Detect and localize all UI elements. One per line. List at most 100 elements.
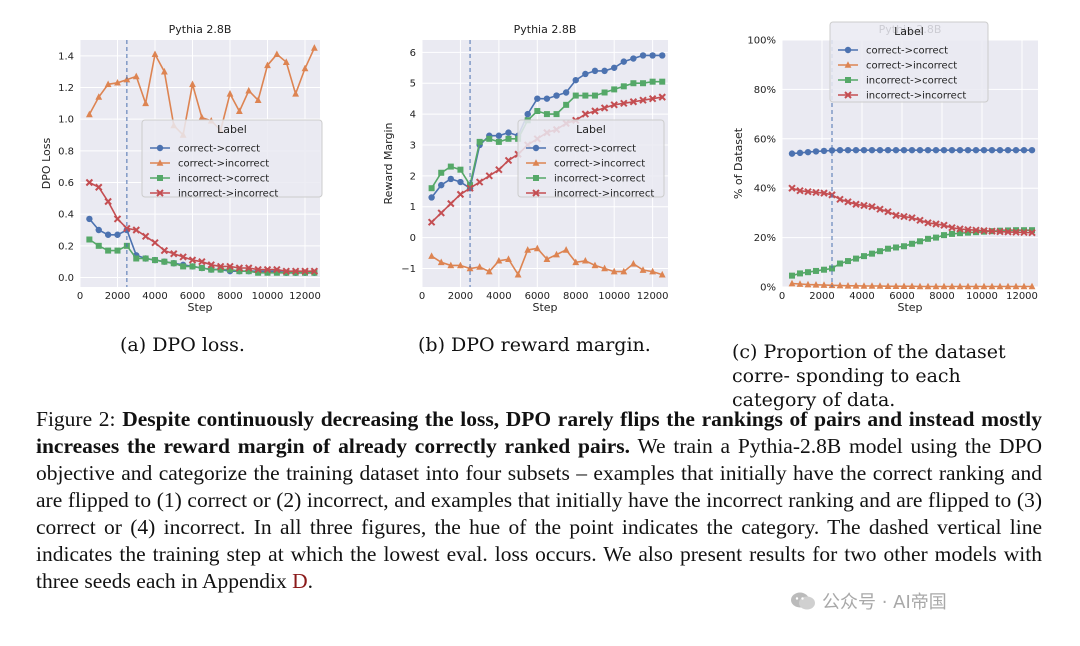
data-point-cc — [543, 95, 551, 102]
data-point-ci — [543, 255, 551, 263]
data-point-ii — [788, 184, 796, 192]
data-point-ic — [114, 247, 121, 254]
series-markers-ic — [86, 236, 318, 276]
data-point-ic — [142, 255, 149, 262]
data-point-ic — [1021, 227, 1027, 234]
data-point-ci — [301, 64, 309, 72]
data-point-cc — [924, 146, 932, 154]
data-point-ic — [601, 89, 608, 96]
x-axis-label: Step — [532, 301, 557, 314]
data-point-ci — [932, 282, 940, 290]
x-tick-label: 4000 — [849, 291, 874, 302]
series-markers-cc — [428, 52, 666, 201]
data-point-ii — [123, 224, 131, 233]
appendix-link[interactable]: D — [292, 569, 308, 593]
x-tick-label: 2000 — [448, 291, 473, 302]
data-point-ic — [476, 138, 483, 145]
data-point-ii — [1004, 228, 1012, 236]
legend-marker-ic — [533, 175, 539, 181]
y-axis-label: DPO Loss — [40, 138, 53, 190]
data-point-ic — [86, 236, 93, 243]
data-point-ii — [226, 262, 234, 271]
data-point-cc — [988, 146, 996, 154]
data-point-cc — [104, 231, 112, 238]
data-point-cc — [553, 92, 560, 99]
legend-box — [517, 119, 665, 198]
data-point-ci — [908, 282, 916, 290]
data-point-ic — [949, 230, 955, 237]
data-point-cc — [804, 148, 812, 156]
data-point-ic — [198, 265, 205, 271]
data-point-ci — [828, 281, 836, 289]
legend-title: Label — [576, 123, 606, 136]
data-point-ci — [572, 258, 580, 266]
data-point-ii — [820, 189, 828, 197]
data-point-ii — [648, 94, 657, 103]
watermark-text: 公众号 · AI帝国 — [822, 592, 947, 613]
data-point-cc — [980, 146, 988, 154]
data-point-ci — [514, 270, 522, 278]
x-tick-label: 6000 — [525, 291, 550, 302]
data-point-ci — [447, 261, 455, 269]
data-point-ci — [630, 260, 637, 267]
data-point-cc — [828, 147, 836, 154]
caption-label: Figure 2: — [36, 407, 116, 431]
data-point-ii — [310, 267, 319, 275]
y-tick-label: 0.8 — [58, 146, 74, 157]
data-point-cc — [495, 132, 503, 139]
data-point-ci — [884, 282, 892, 290]
data-point-ic — [837, 260, 843, 267]
data-point-ii — [447, 199, 455, 208]
data-point-ii — [475, 178, 484, 186]
data-point-ii — [85, 178, 94, 187]
data-point-cc — [649, 52, 656, 59]
data-point-ii — [113, 215, 122, 223]
data-point-ii — [900, 212, 908, 221]
data-point-ic — [917, 238, 923, 245]
y-tick-label: 0 — [410, 233, 416, 244]
x-tick-label: 10000 — [252, 291, 284, 302]
data-point-ci — [245, 86, 253, 94]
data-point-ic — [861, 253, 867, 260]
data-point-ci — [964, 282, 972, 290]
data-point-cc — [1020, 146, 1028, 154]
legend-marker-ci — [156, 159, 164, 166]
x-tick-label: 12000 — [637, 291, 669, 302]
legend-entry-cc: correct->correct — [554, 144, 636, 155]
data-point-ci — [95, 93, 103, 100]
chart-reward-margin-svg: 0 2000 4000 6000 8000 10000 12000 −1 0 1 2 3 4 5 6 Pyth… — [382, 23, 669, 314]
x-tick-label: 4000 — [142, 291, 167, 302]
data-point-ii — [254, 265, 262, 274]
y-tick-label: 0.2 — [58, 241, 74, 252]
data-point-ii — [245, 264, 253, 272]
data-point-ic — [208, 266, 215, 273]
data-point-ic — [1029, 227, 1035, 234]
legend-entry-ii: incorrect->incorrect — [554, 189, 654, 200]
y-tick-label: 1.0 — [58, 115, 74, 126]
data-point-cc — [964, 146, 972, 154]
data-point-cc — [95, 226, 102, 234]
data-point-ci — [123, 75, 131, 83]
data-point-ci — [1012, 282, 1020, 290]
legend-entry-cc: correct->correct — [178, 144, 260, 155]
data-point-ci — [476, 263, 484, 270]
data-point-ci — [485, 267, 493, 275]
legend-box — [829, 21, 989, 103]
data-point-ci — [796, 280, 804, 287]
chart-dataset-proportion-svg: 0 2000 4000 6000 8000 10000 12000 0% 20% 40% 60% 80… — [732, 21, 1038, 314]
data-point-ii — [916, 216, 924, 225]
data-point-ic — [941, 232, 947, 239]
data-point-cc — [610, 64, 618, 71]
data-point-ii — [216, 262, 225, 271]
data-point-cc — [659, 52, 666, 59]
data-point-ci — [457, 261, 464, 269]
data-point-ic — [227, 266, 233, 273]
data-point-ci — [820, 281, 828, 288]
data-point-ii — [996, 227, 1004, 236]
data-point-cc — [1028, 146, 1036, 154]
data-point-ic — [797, 270, 803, 277]
data-point-ic — [283, 269, 290, 276]
data-point-ic — [582, 92, 589, 99]
x-tick-label: 2000 — [105, 291, 130, 302]
data-point-ii — [301, 267, 309, 275]
